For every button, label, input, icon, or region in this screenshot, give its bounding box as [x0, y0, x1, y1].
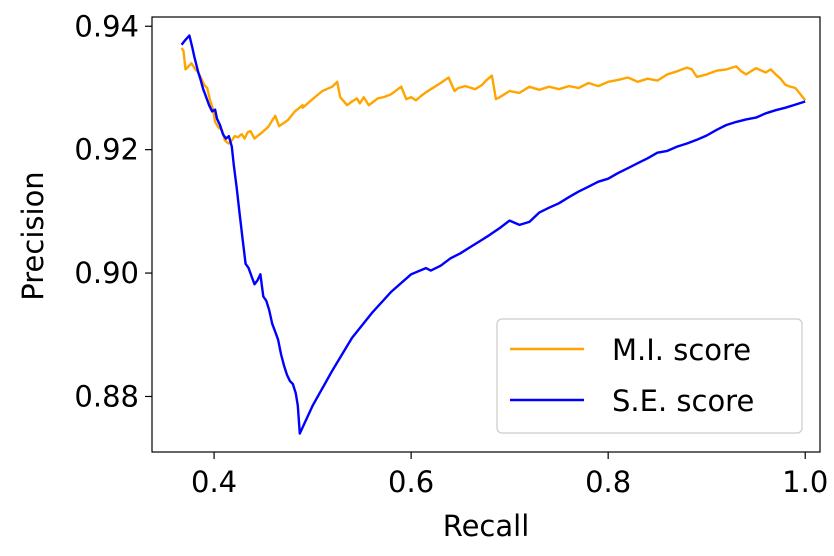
legend: M.I. score S.E. score — [496, 318, 803, 434]
series-line-s-e-score — [180, 34, 806, 435]
x-axis-title: Recall — [443, 509, 530, 543]
series-line-m-i-score — [180, 47, 807, 145]
x-tick-label: 0.8 — [585, 465, 631, 499]
x-tick-label: 0.4 — [191, 465, 237, 499]
y-axis: 0.88 0.90 0.92 0.94 — [74, 9, 152, 413]
y-tick-label: 0.88 — [74, 379, 139, 413]
legend-box — [496, 318, 803, 434]
y-tick-label: 0.94 — [74, 9, 139, 43]
legend-label-se-score: S.E. score — [612, 384, 754, 418]
x-tick-label: 0.6 — [388, 465, 434, 499]
plot-frame — [151, 16, 821, 453]
series-layer — [180, 34, 807, 435]
x-tick-label: 1.0 — [782, 465, 828, 499]
y-axis-title: Precision — [16, 171, 50, 300]
y-tick-label: 0.90 — [74, 256, 139, 290]
legend-label-mi-score: M.I. score — [612, 333, 751, 367]
y-tick-label: 0.92 — [74, 133, 139, 167]
x-axis: 0.4 0.6 0.8 1.0 — [191, 452, 828, 499]
